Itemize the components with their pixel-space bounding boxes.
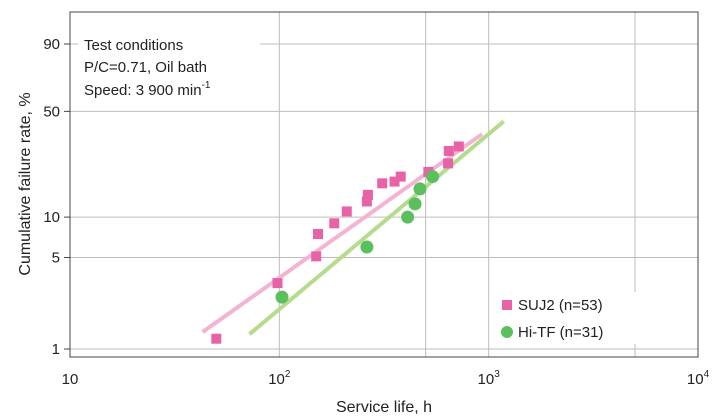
data-point-suj2 — [453, 141, 464, 152]
data-point-suj2 — [377, 178, 388, 189]
y-tick-label: 10 — [43, 209, 60, 226]
annotation-speed-unit-exponent: -1 — [202, 80, 211, 91]
y-tick-label: 90 — [43, 36, 60, 53]
data-point-hitf — [413, 182, 427, 196]
data-point-suj2 — [389, 176, 400, 187]
data-point-suj2 — [443, 158, 454, 169]
x-tick-label: 104 — [687, 369, 710, 388]
data-point-suj2 — [341, 206, 352, 217]
x-tick-label: 103 — [478, 369, 501, 388]
data-point-suj2 — [311, 251, 322, 262]
data-point-suj2 — [395, 171, 406, 182]
data-point-hitf — [408, 197, 422, 211]
annotation-line-3: Speed: 3 900 min-1 — [84, 80, 211, 99]
data-point-hitf — [275, 290, 289, 304]
annotation-line-1: Test conditions — [84, 37, 183, 54]
legend-marker-suj2 — [502, 300, 512, 310]
data-point-hitf — [401, 210, 415, 224]
data-point-suj2 — [312, 229, 323, 240]
annotation-background — [78, 30, 260, 102]
y-tick-labels: 1 5 10 50 90 — [43, 36, 70, 358]
fit-lines — [201, 119, 505, 336]
data-point-suj2 — [272, 278, 283, 289]
plot-frame — [69, 11, 699, 358]
data-point-suj2 — [443, 145, 454, 156]
data-point-suj2 — [211, 333, 222, 344]
data-point-hitf — [426, 170, 440, 184]
data-point-suj2 — [329, 218, 340, 229]
y-tick-label: 5 — [52, 250, 60, 267]
x-tick-labels: 10 102 103 104 — [62, 369, 710, 388]
data-point-hitf — [360, 240, 374, 254]
x-tick-label: 102 — [268, 369, 291, 388]
legend-background — [494, 292, 636, 344]
fit-line-hitf — [248, 119, 505, 336]
y-tick-label: 1 — [52, 341, 60, 358]
x-tick-label: 10 — [62, 371, 79, 388]
legend-label-suj2: SUJ2 (n=53) — [518, 297, 603, 314]
data-points — [211, 141, 464, 344]
x-axis-title: Service life, h — [336, 399, 432, 416]
grid-lines — [70, 12, 698, 357]
fit-line-suj2 — [201, 132, 484, 334]
data-point-suj2 — [362, 189, 373, 200]
y-tick-label: 50 — [43, 103, 60, 120]
legend-marker-hitf — [501, 326, 513, 338]
annotation-line-2: P/C=0.71, Oil bath — [84, 59, 207, 76]
annotation-speed: Speed: 3 900 min — [84, 82, 202, 99]
y-axis-title: Cumulative failure rate, % — [17, 92, 34, 275]
data-point-suj2 — [361, 196, 372, 207]
legend-label-hitf: Hi-TF (n=31) — [518, 324, 603, 341]
